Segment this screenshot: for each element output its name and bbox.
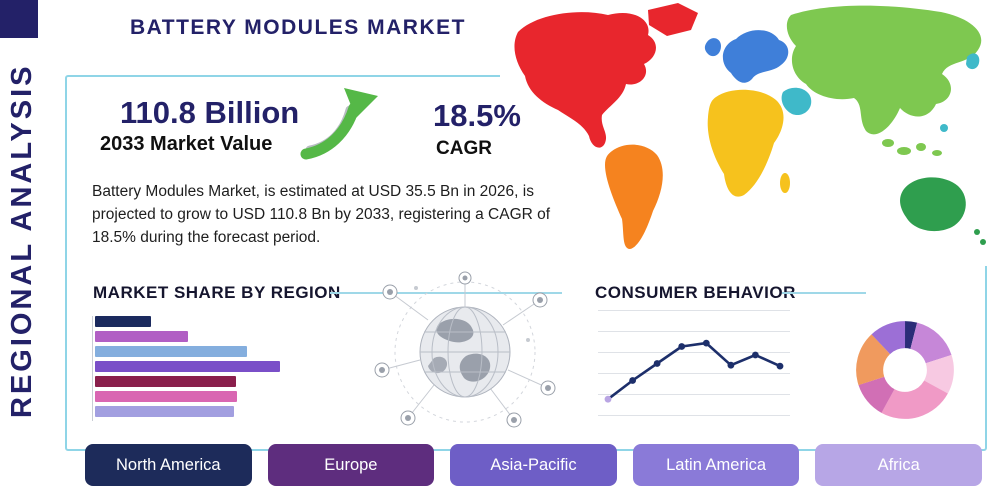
region-new-zealand	[974, 229, 986, 245]
market-share-bar	[95, 391, 237, 402]
market-share-bar-chart	[92, 316, 280, 421]
region-asia	[786, 5, 982, 135]
corner-accent-square	[0, 0, 38, 38]
page-title: BATTERY MODULES MARKET	[130, 16, 466, 39]
market-share-bar	[95, 361, 280, 372]
region-buttons-row: North America Europe Asia-Pacific Latin Ame…	[85, 444, 982, 486]
market-description: Battery Modules Market, is estimated at …	[92, 183, 551, 246]
market-share-heading: MARKET SHARE BY REGION	[93, 283, 341, 302]
market-share-bar	[95, 406, 234, 417]
growth-arrow-icon	[300, 84, 382, 167]
world-map	[500, 0, 1000, 266]
region-japan	[966, 53, 980, 70]
market-share-heading-rule	[330, 292, 562, 294]
region-button-latin-america[interactable]: Latin America	[632, 444, 800, 486]
market-value-caption: 2033 Market Value	[100, 133, 273, 155]
region-button-europe[interactable]: Europe	[267, 444, 435, 486]
region-button-africa[interactable]: Africa	[815, 444, 982, 486]
region-europe	[722, 30, 789, 83]
consumer-behavior-heading-rule	[782, 292, 866, 294]
market-share-bar	[95, 316, 151, 327]
market-share-bar	[95, 346, 247, 357]
market-value-2033: 110.8 Billion	[120, 95, 300, 130]
regional-donut-chart	[853, 318, 957, 422]
cagr-caption: CAGR	[436, 138, 492, 159]
market-share-bar	[95, 331, 188, 342]
consumer-behavior-line-svg	[604, 339, 784, 403]
region-button-north-america[interactable]: North America	[85, 444, 252, 486]
region-south-america	[605, 144, 663, 249]
region-southeast-asia-islands	[882, 139, 942, 156]
market-share-bar	[95, 376, 236, 387]
cagr-value: 18.5%	[433, 98, 521, 133]
side-vertical-label: REGIONAL ANALYSIS	[6, 63, 38, 419]
region-africa	[707, 89, 784, 197]
region-button-asia-pacific[interactable]: Asia-Pacific	[450, 444, 617, 486]
consumer-behavior-line-chart	[598, 310, 790, 418]
region-greenland	[648, 3, 698, 36]
network-node-icons	[374, 271, 556, 428]
world-map-svg	[514, 3, 986, 249]
region-north-america	[514, 12, 656, 148]
globe-network-graphic	[368, 270, 563, 437]
region-philippines	[940, 124, 948, 132]
region-middle-east	[781, 87, 812, 116]
region-madagascar	[780, 173, 790, 193]
region-uk	[704, 38, 721, 57]
regional-donut-svg	[856, 321, 954, 419]
region-australia	[900, 177, 966, 232]
consumer-behavior-heading: CONSUMER BEHAVIOR	[595, 283, 796, 302]
